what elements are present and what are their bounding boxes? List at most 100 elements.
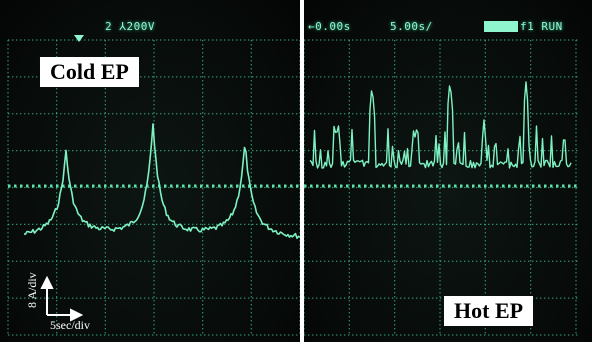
grid-dot <box>7 136 9 138</box>
grid-dot <box>548 39 550 41</box>
grid-dot <box>530 100 532 102</box>
grid-dot <box>7 264 9 266</box>
grid-dot <box>575 324 577 326</box>
grid-dot <box>299 256 300 258</box>
grid-dot <box>153 240 155 242</box>
grid-dot <box>104 264 106 266</box>
grid-dot <box>472 260 474 262</box>
grid-dot <box>484 200 486 202</box>
grid-dot <box>56 252 58 254</box>
grid-dot <box>440 76 442 78</box>
grid-dot <box>76 150 78 152</box>
grid-dot <box>116 334 118 336</box>
grid-dot <box>250 332 252 334</box>
grid-dot <box>104 128 106 130</box>
grid-dot <box>268 150 270 152</box>
grid-dot <box>348 297 350 299</box>
grid-dot <box>68 39 70 41</box>
grid-dot <box>320 113 322 115</box>
grid-dot <box>7 188 9 190</box>
grid-dot <box>299 192 300 194</box>
grid-dot <box>439 180 441 182</box>
grid-dot <box>575 232 577 234</box>
center-axis-tick <box>152 184 155 188</box>
grid-dot <box>232 76 234 78</box>
grid-dot <box>348 172 350 174</box>
grid-dot <box>244 113 246 115</box>
grid-dot <box>472 76 474 78</box>
grid-dot <box>296 334 298 336</box>
grid-dot <box>504 223 506 225</box>
grid-dot <box>299 328 300 330</box>
grid-dot <box>120 113 122 115</box>
grid-dot <box>7 212 9 214</box>
grid-dot <box>394 240 396 242</box>
grid-dot <box>68 113 70 115</box>
grid-dot <box>348 148 350 150</box>
center-axis-tick <box>254 184 257 188</box>
grid-dot <box>540 76 542 78</box>
grid-dot <box>440 334 442 336</box>
grid-dot <box>528 39 530 41</box>
grid-dot <box>7 56 9 58</box>
grid-dot <box>256 334 258 336</box>
grid-dot <box>200 39 202 41</box>
grid-dot <box>394 92 396 94</box>
grid-dot <box>468 113 470 115</box>
grid-dot <box>192 113 194 115</box>
grid-dot <box>299 40 300 42</box>
grid-dot <box>488 76 490 78</box>
grid-dot <box>56 112 58 114</box>
grid-dot <box>56 160 58 162</box>
grid-dot <box>512 186 514 189</box>
grid-dot <box>153 164 155 166</box>
grid-dot <box>548 223 550 225</box>
grid-dot <box>484 168 486 170</box>
grid-dot <box>250 168 252 170</box>
grid-dot <box>380 39 382 41</box>
grid-dot <box>268 260 270 262</box>
grid-dot <box>394 176 396 178</box>
grid-dot <box>304 204 305 206</box>
grid-dot <box>299 92 300 94</box>
grid-dot <box>44 39 46 41</box>
grid-dot <box>176 334 178 336</box>
grid-dot <box>299 84 300 86</box>
grid-dot <box>144 297 146 299</box>
grid-dot <box>104 160 106 162</box>
grid-dot <box>224 39 226 41</box>
grid-dot <box>250 148 252 150</box>
grid-dot <box>530 108 532 110</box>
grid-dot <box>440 39 442 41</box>
grid-dot <box>250 296 252 298</box>
grid-dot <box>439 144 441 146</box>
grid-dot <box>7 144 9 146</box>
grid-dot <box>16 113 18 115</box>
grid-dot <box>394 128 396 130</box>
grid-dot <box>276 186 278 189</box>
grid-dot <box>8 223 10 225</box>
grid-dot <box>212 39 214 41</box>
center-axis-tick <box>352 184 355 188</box>
grid-dot <box>439 264 441 266</box>
center-axis-tick <box>526 184 529 188</box>
grid-dot <box>308 150 310 152</box>
grid-dot <box>316 39 318 41</box>
grid-dot <box>304 104 305 106</box>
grid-dot <box>299 132 300 134</box>
grid-dot <box>204 113 206 115</box>
grid-dot <box>416 297 418 299</box>
grid-dot <box>304 300 305 302</box>
grid-dot <box>153 40 155 42</box>
grid-dot <box>512 150 514 152</box>
grid-dot <box>32 334 34 336</box>
grid-dot <box>540 150 542 152</box>
grid-dot <box>268 223 270 225</box>
grid-dot <box>299 268 300 270</box>
grid-dot <box>202 276 204 278</box>
grid-dot <box>299 44 300 46</box>
grid-dot <box>548 76 550 78</box>
grid-dot <box>394 52 396 54</box>
grid-dot <box>252 186 254 189</box>
grid-dot <box>299 176 300 178</box>
